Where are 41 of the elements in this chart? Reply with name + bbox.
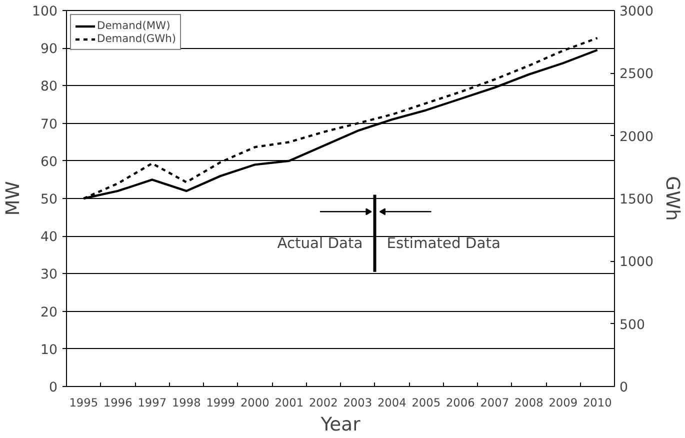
x-tick-label: 2006 <box>446 396 475 410</box>
x-tick-label: 2000 <box>240 396 270 410</box>
y-tick-label: 100 <box>32 4 58 20</box>
x-tick-label: 2010 <box>582 396 612 410</box>
x-axis-title: Year <box>320 414 361 436</box>
y-tick-label: 80 <box>40 80 58 95</box>
x-tick-label: 2008 <box>514 396 544 410</box>
y-tick-label: 30 <box>40 268 58 283</box>
legend-label: Demand(GWh) <box>97 32 176 45</box>
x-tick-label: 2003 <box>343 396 372 410</box>
x-tick-label: 1996 <box>103 396 132 410</box>
y2-tick-label: 1500 <box>620 192 654 208</box>
y-tick-label: 40 <box>40 230 58 246</box>
y-tick-label: 10 <box>40 342 58 358</box>
y-tick-label: 90 <box>40 42 58 58</box>
annotation: Actual Data <box>277 235 363 252</box>
x-tick-label: 2002 <box>308 396 338 410</box>
y-tick-label: 0 <box>49 380 58 396</box>
y2-axis-title: GWh <box>661 176 682 221</box>
x-tick-label: 1997 <box>138 396 167 410</box>
x-tick-label: 1998 <box>172 396 201 410</box>
x-tick-label: 2009 <box>548 396 578 410</box>
x-tick-label: 2004 <box>377 396 406 410</box>
y-tick-label: 60 <box>40 154 58 170</box>
y2-tick-label: 2500 <box>620 67 654 82</box>
y-tick-label: 50 <box>40 192 58 208</box>
y2-tick-label: 0 <box>620 380 628 396</box>
x-tick-label: 2007 <box>480 396 510 410</box>
y-tick-label: 20 <box>40 305 58 320</box>
x-tick-label: 1999 <box>206 396 236 410</box>
legend-label: Demand(MW) <box>97 19 170 32</box>
x-tick-label: 2005 <box>412 396 441 410</box>
y2-tick-label: 1000 <box>620 255 654 270</box>
y-tick-label: 70 <box>40 117 58 132</box>
y-axis-title: MW <box>3 181 24 216</box>
annotation: Estimated Data <box>386 235 500 252</box>
y2-tick-label: 500 <box>620 318 645 333</box>
x-tick-label: 1995 <box>69 396 98 410</box>
y2-tick-label: 2000 <box>620 130 654 145</box>
x-tick-label: 2001 <box>274 396 304 410</box>
y2-tick-label: 3000 <box>620 4 654 20</box>
